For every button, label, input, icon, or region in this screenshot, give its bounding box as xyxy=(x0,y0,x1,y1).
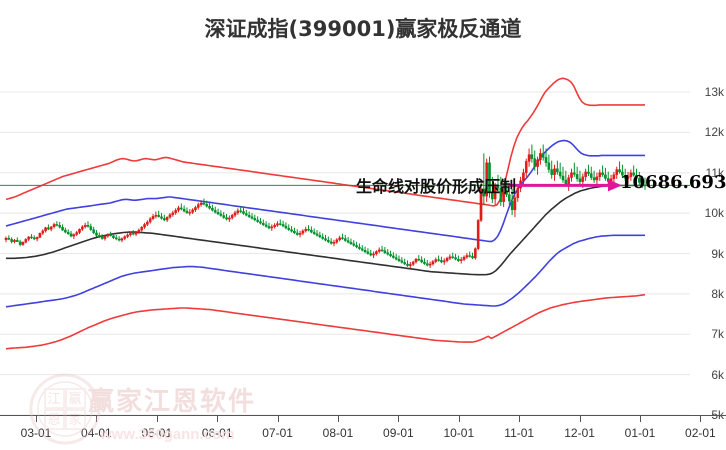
annotation-arrow xyxy=(508,179,622,192)
brand-seal-icon: 江 赢 恩 家 xyxy=(29,373,101,445)
chart-annotation-text: 生命线对股价形成压制 xyxy=(356,177,517,196)
x-axis-tick xyxy=(217,415,219,422)
seal-char-1: 赢 xyxy=(68,391,81,407)
x-axis-label: 02-01 xyxy=(685,426,716,440)
chart-plot-area[interactable] xyxy=(0,60,690,415)
x-axis-tick xyxy=(640,415,641,422)
page-title: 深证成指(399001)赢家极反通道 xyxy=(204,17,522,41)
y-axis-label: 6k xyxy=(711,367,724,382)
series-outer-lower-band xyxy=(5,293,646,350)
x-axis-line xyxy=(0,415,726,416)
url-watermark: www.360gann.com xyxy=(100,426,235,443)
x-axis-label: 08-01 xyxy=(322,426,354,440)
x-axis-tick xyxy=(700,415,702,422)
chart-canvas xyxy=(0,77,690,415)
series-outer-upper-band xyxy=(5,77,645,207)
y-axis-label: 9k xyxy=(711,246,724,261)
seal-char-3: 家 xyxy=(68,412,81,428)
x-axis-label: 01-01 xyxy=(624,426,656,440)
x-axis-label: 07-01 xyxy=(262,426,293,440)
x-axis-tick xyxy=(398,415,400,422)
brand-watermark: 赢家江恩软件 xyxy=(88,387,257,417)
last-price-label: 10686.6931 xyxy=(620,172,726,193)
x-axis-tick xyxy=(579,415,581,422)
y-axis: 13k 12k 11k 10k 9k 8k 7k 6k 5k xyxy=(690,60,726,422)
gridlines xyxy=(0,91,690,415)
seal-char-0: 江 xyxy=(47,392,60,407)
x-axis-label: 12-01 xyxy=(564,426,595,440)
y-axis-label: 7k xyxy=(711,327,724,342)
x-axis-tick xyxy=(96,415,98,422)
x-axis-label: 11-01 xyxy=(504,426,535,440)
x-axis-labels: 03-01 04-01 05-01 06-01 07-01 08-01 09-01 10-01… xyxy=(0,426,726,446)
y-axis-label: 11k xyxy=(705,165,724,180)
x-axis-tick xyxy=(458,415,460,422)
x-axis-tick xyxy=(36,415,37,422)
x-axis-tick xyxy=(519,415,521,422)
x-axis-label: 09-01 xyxy=(383,426,414,440)
x-axis-tick xyxy=(277,415,279,422)
seal-char-2: 恩 xyxy=(47,413,60,428)
y-axis-label: 10k xyxy=(704,206,724,221)
y-axis-label: 8k xyxy=(711,286,724,301)
series-lifeline xyxy=(6,184,645,276)
x-axis-tick xyxy=(338,415,339,422)
x-axis-ticks xyxy=(0,415,726,423)
y-axis-label: 13k xyxy=(704,85,724,99)
x-axis-label: 03-01 xyxy=(20,426,52,440)
y-axis-label: 12k xyxy=(704,125,724,140)
candlestick-series xyxy=(4,144,647,269)
x-axis-label: 04-01 xyxy=(81,426,112,440)
x-axis-label: 10-01 xyxy=(443,426,475,440)
x-axis-label: 06-01 xyxy=(201,426,233,440)
x-axis-tick xyxy=(156,415,158,422)
series-inner-lower-band xyxy=(5,234,645,308)
x-axis-label: 05-01 xyxy=(141,426,173,440)
